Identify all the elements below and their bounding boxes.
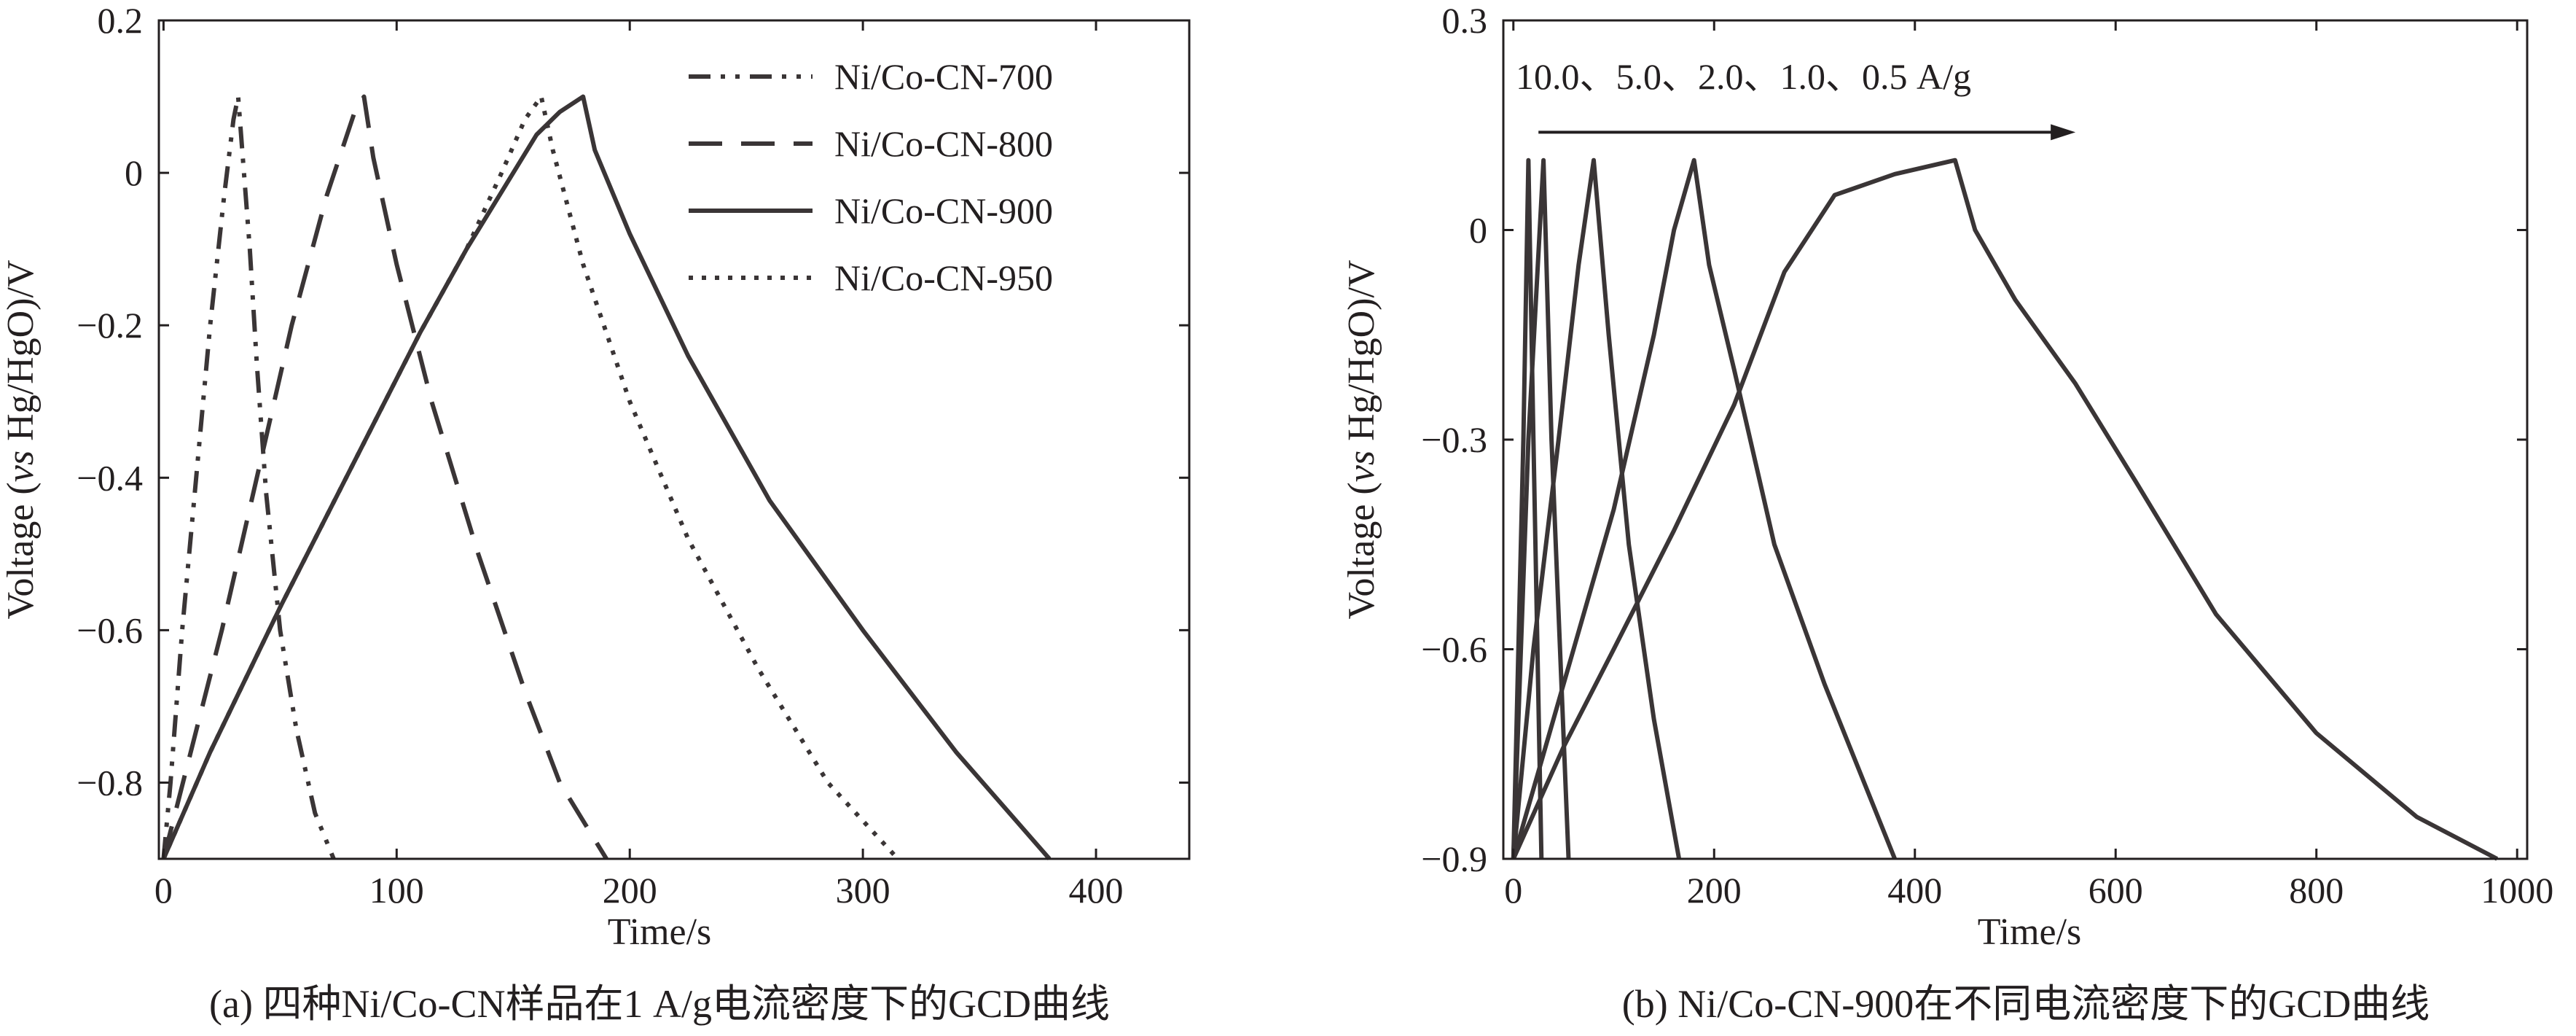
panel-b-y-tick-label: −0.9: [1421, 838, 1487, 879]
panel-a-x-tick-label: 300: [836, 870, 890, 911]
legend-label-ni-co-cn-900: Ni/Co-CN-900: [834, 190, 1053, 231]
panel-a-x-tick-label: 0: [154, 870, 173, 911]
panel-a-series-ni-co-cn-900: [161, 94, 1052, 860]
panel-a-series-ni-co-cn-950: [161, 94, 900, 861]
panel-a-series-ni-co-cn-700: [161, 94, 336, 860]
panel-b-x-tick-label: 800: [2289, 870, 2344, 911]
panel-a-caption: (a) 四种Ni/Co-CN样品在1 A/g电流密度下的GCD曲线: [209, 982, 1110, 1026]
panel-a-series-ni-co-cn-800: [161, 94, 608, 860]
panel-a-chart: 0 100 200 300 400 −0.8 −0.6 −0.4 −0.2 0 0.2 Time/s…: [0, 0, 1191, 1026]
panel-b-plot-area: [1511, 157, 2499, 861]
annotation-arrow-head: [2051, 124, 2076, 141]
panel-b-chart: 0 200 400 600 800 1000 −0.9 −0.6 −0.3 0 0.3 Time/s…: [1341, 0, 2553, 1026]
panel-a-y-tick-label: −0.2: [77, 305, 143, 346]
panel-b-x-tick-label: 400: [1887, 870, 1942, 911]
legend-label-ni-co-cn-950: Ni/Co-CN-950: [834, 257, 1053, 298]
legend-label-ni-co-cn-700: Ni/Co-CN-700: [834, 56, 1053, 97]
panel-a-x-tick-label: 100: [369, 870, 424, 911]
panel-b-current-density-annotation: 10.0、5.0、2.0、1.0、0.5 A/g: [1516, 56, 1971, 97]
panel-a-legend: Ni/Co-CN-700 Ni/Co-CN-800 Ni/Co-CN-900 Ni/C…: [689, 56, 1053, 298]
panel-a-x-axis-title: Time/s: [608, 911, 712, 953]
panel-a-axes-frame: [157, 19, 1191, 860]
panel-b-x-tick-label: 200: [1687, 870, 1742, 911]
panel-a-x-tick-label: 400: [1069, 870, 1124, 911]
panel-b-annotation-arrow: [1538, 124, 2076, 141]
panel-a-y-tick-label: −0.4: [77, 457, 143, 498]
panel-a-y-tick-label: 0.2: [98, 0, 144, 41]
panel-b-y-tick-label: 0: [1469, 210, 1487, 251]
panel-b-y-title-vs: vs: [1341, 451, 1382, 482]
panel-b-series-0_5-a-g: [1511, 157, 2499, 861]
panel-a-y-title-vs: vs: [0, 451, 42, 482]
panel-b-y-title-part2: Hg/HgO)/V: [1341, 260, 1382, 451]
panel-b-series-10_0-a-g: [1511, 157, 1544, 860]
panel-a-x-tick-label: 200: [603, 870, 657, 911]
panel-b-x-tick-label: 1000: [2481, 870, 2553, 911]
legend-label-ni-co-cn-800: Ni/Co-CN-800: [834, 123, 1053, 164]
panel-a-y-title-part2: Hg/HgO)/V: [0, 260, 42, 451]
panel-b-series-5_0-a-g: [1511, 157, 1571, 860]
panel-a-y-tick-label: 0: [125, 152, 143, 193]
panel-b-x-axis-title: Time/s: [1978, 911, 2082, 953]
panel-b-y-title-part1: Voltage (: [1341, 482, 1382, 619]
panel-a-y-tick-label: −0.6: [77, 609, 143, 650]
panel-b-y-axis-title: Voltage (vs Hg/HgO)/V: [1341, 260, 1382, 620]
panel-a-y-axis-title: Voltage (vs Hg/HgO)/V: [0, 260, 42, 620]
panel-a-plot-area: [161, 94, 1052, 861]
panel-b-y-tick-label: −0.6: [1421, 629, 1487, 670]
panel-b-x-tick-label: 600: [2088, 870, 2143, 911]
panel-b-y-tick-label: 0.3: [1442, 0, 1488, 41]
panel-b-caption: (b) Ni/Co-CN-900在不同电流密度下的GCD曲线: [1622, 982, 2430, 1026]
panel-a-y-title-part1: Voltage (: [0, 482, 42, 619]
panel-a-ticks: 0 100 200 300 400 −0.8 −0.6 −0.4 −0.2 0 0.2: [77, 0, 1189, 911]
panel-b-series-1_0-a-g: [1511, 157, 1897, 860]
panel-b-y-tick-label: −0.3: [1421, 419, 1487, 460]
panel-b-x-tick-label: 0: [1504, 870, 1522, 911]
panel-b-ticks: 0 200 400 600 800 1000 −0.9 −0.6 −0.3 0 0.3: [1421, 0, 2553, 911]
panel-b-series-2_0-a-g: [1511, 157, 1682, 860]
panel-a-y-tick-label: −0.8: [77, 762, 143, 803]
